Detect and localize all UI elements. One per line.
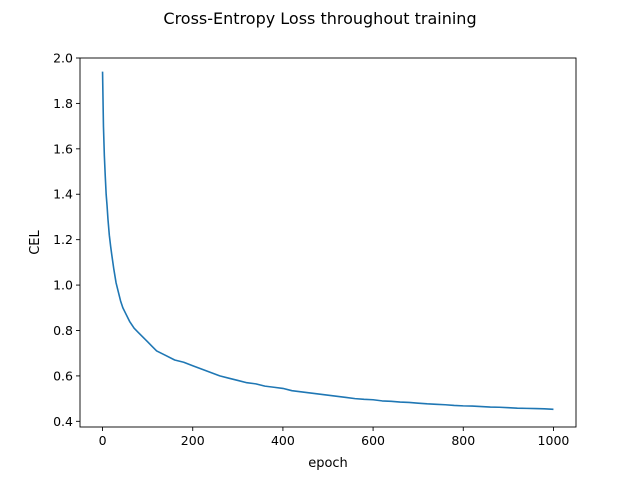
y-tick-label: 1.8 xyxy=(53,96,73,111)
chart-title: Cross-Entropy Loss throughout training xyxy=(163,9,476,28)
x-tick-label: 600 xyxy=(361,433,385,448)
y-axis-label: CEL xyxy=(28,229,43,254)
x-tick-label: 1000 xyxy=(538,433,570,448)
x-tick-label: 200 xyxy=(181,433,205,448)
y-tick-label: 1.2 xyxy=(53,232,73,247)
plot-frame xyxy=(79,57,577,428)
x-axis-label: epoch xyxy=(308,456,348,471)
x-tick-label: 400 xyxy=(271,433,295,448)
y-tick-label: 0.4 xyxy=(53,414,73,429)
loss-line xyxy=(101,71,554,411)
y-tick-label: 1.4 xyxy=(53,187,73,202)
y-tick-label: 0.6 xyxy=(53,368,73,383)
x-tick-label: 0 xyxy=(99,433,107,448)
y-axis: 0.4 0.6 0.8 1.0 1.2 1.4 1.6 1.8 2.0 xyxy=(53,51,80,429)
y-tick-label: 2.0 xyxy=(53,51,73,66)
x-tick-label: 800 xyxy=(451,433,475,448)
y-tick-label: 1.0 xyxy=(53,278,73,293)
y-tick-label: 1.6 xyxy=(53,141,73,156)
y-tick-label: 0.8 xyxy=(53,323,73,338)
x-axis: 0 200 400 600 800 1000 xyxy=(99,427,570,448)
